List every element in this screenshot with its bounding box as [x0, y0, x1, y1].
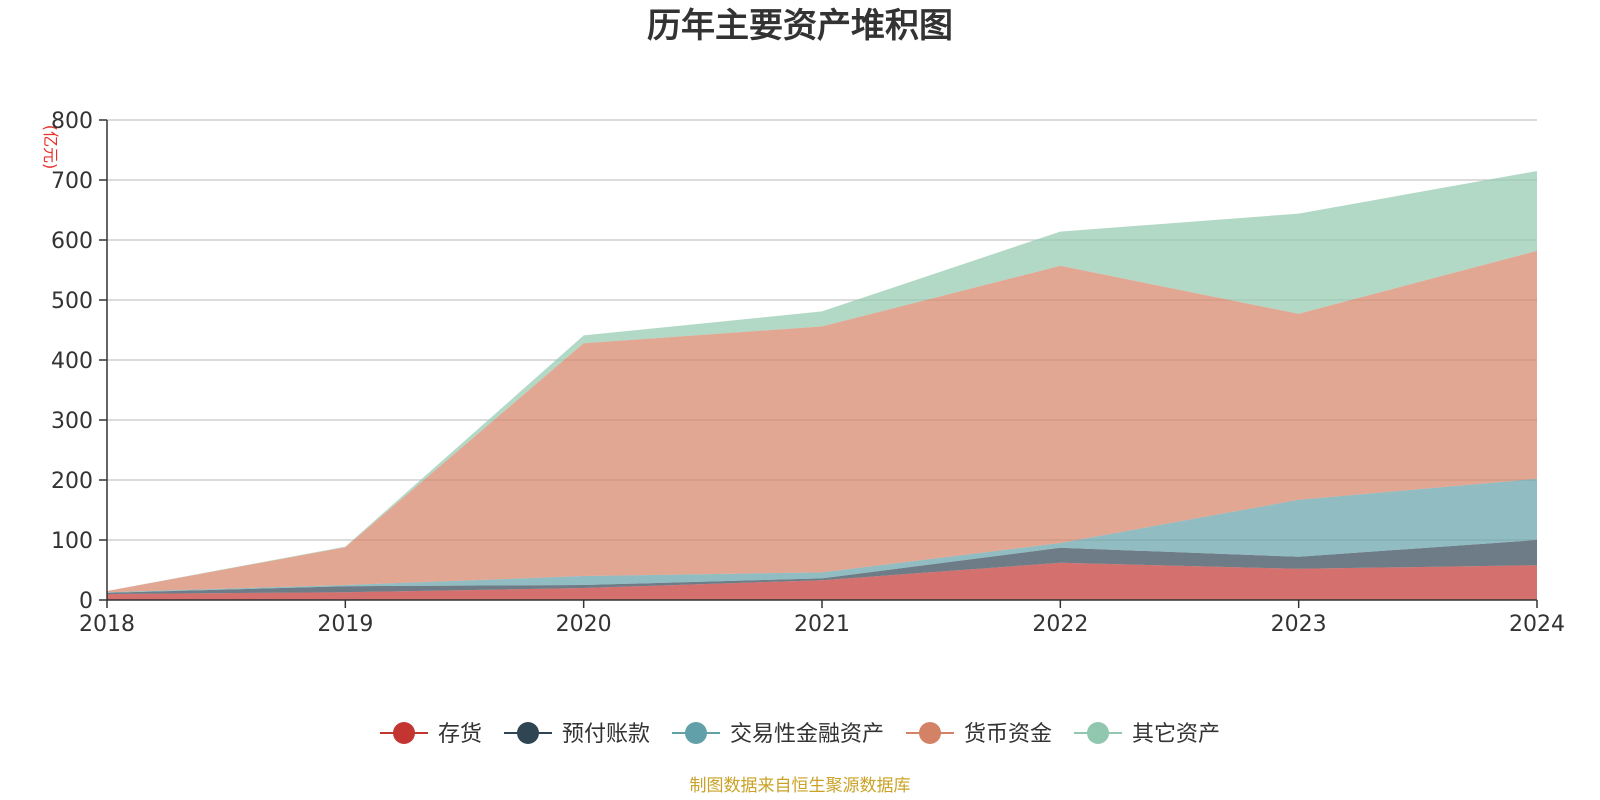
source-note: 制图数据来自恒生聚源数据库: [690, 776, 911, 796]
y-tick-label: 400: [51, 349, 93, 374]
y-tick-label: 600: [51, 229, 93, 254]
y-tick-label: 300: [51, 409, 93, 434]
legend-label: 货币资金: [964, 722, 1052, 747]
legend-label: 交易性金融资产: [730, 722, 884, 747]
y-tick-label: 200: [51, 469, 93, 494]
x-tick-label: 2020: [556, 612, 612, 637]
area-series-1: [107, 540, 1537, 594]
legend-label: 其它资产: [1132, 722, 1220, 747]
legend-marker: [685, 722, 707, 744]
x-tick-label: 2018: [79, 612, 135, 637]
legend-label: 存货: [438, 722, 482, 747]
area-series: [107, 171, 1537, 600]
chart-title: 历年主要资产堆积图: [647, 6, 953, 46]
x-tick-label: 2024: [1509, 612, 1565, 637]
legend-marker: [393, 722, 415, 744]
legend-label: 预付账款: [562, 722, 650, 747]
legend[interactable]: 存货 预付账款 交易性金融资产 货币资金 其它资产: [380, 722, 1220, 747]
legend-marker: [919, 722, 941, 744]
legend-marker: [517, 722, 539, 744]
axes: 0 100 200 300 400 500 600 700 800 2018 2019 2020 202…: [51, 109, 1565, 637]
legend-item-3[interactable]: 货币资金: [906, 722, 1052, 747]
legend-item-0[interactable]: 存货: [380, 722, 482, 747]
y-tick-label: 500: [51, 289, 93, 314]
y-tick-label: 800: [51, 109, 93, 134]
x-tick-label: 2019: [317, 612, 373, 637]
area-series-3: [107, 250, 1537, 593]
legend-item-2[interactable]: 交易性金融资产: [672, 722, 884, 747]
area-series-4: [107, 171, 1537, 591]
y-tick-label: 0: [79, 589, 93, 614]
area-series-2: [107, 478, 1537, 593]
y-axis-unit-label: (亿元): [41, 125, 60, 170]
legend-item-1[interactable]: 预付账款: [504, 722, 650, 747]
x-tick-label: 2023: [1271, 612, 1327, 637]
legend-marker: [1087, 722, 1109, 744]
x-tick-label: 2021: [794, 612, 850, 637]
y-tick-label: 100: [51, 529, 93, 554]
area-series-0: [107, 562, 1537, 600]
legend-item-4[interactable]: 其它资产: [1074, 722, 1220, 747]
x-tick-label: 2022: [1032, 612, 1088, 637]
y-tick-label: 700: [51, 169, 93, 194]
